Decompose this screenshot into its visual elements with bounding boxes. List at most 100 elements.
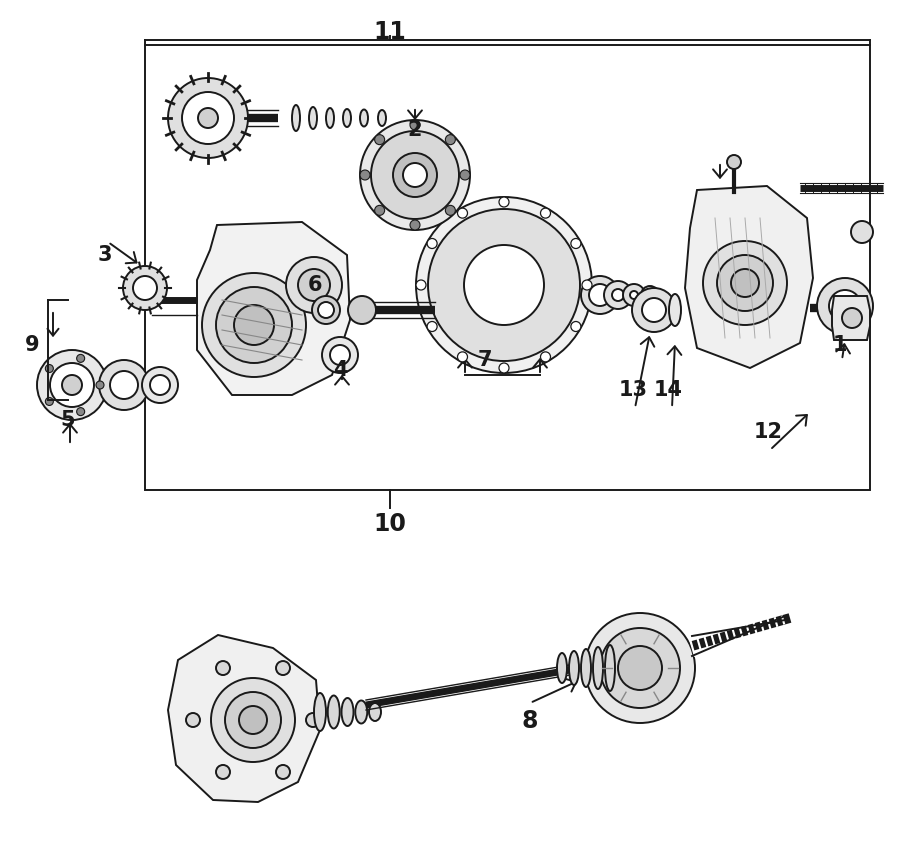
Circle shape	[276, 661, 290, 675]
Ellipse shape	[581, 649, 591, 687]
Circle shape	[110, 371, 138, 399]
Circle shape	[182, 92, 234, 144]
Circle shape	[632, 288, 676, 332]
Text: 14: 14	[653, 380, 682, 400]
Polygon shape	[685, 186, 813, 368]
Circle shape	[416, 197, 592, 373]
Circle shape	[202, 273, 306, 377]
Bar	[145, 45, 870, 490]
Circle shape	[829, 290, 861, 322]
Circle shape	[239, 706, 267, 734]
Circle shape	[457, 352, 467, 362]
Text: 13: 13	[618, 380, 647, 400]
Circle shape	[642, 298, 666, 322]
Circle shape	[460, 170, 470, 180]
Circle shape	[446, 135, 455, 144]
Circle shape	[581, 276, 619, 314]
Ellipse shape	[605, 645, 615, 691]
Circle shape	[298, 269, 330, 301]
Circle shape	[464, 245, 544, 325]
Circle shape	[96, 381, 104, 389]
Circle shape	[312, 296, 340, 324]
Circle shape	[330, 345, 350, 365]
Ellipse shape	[343, 109, 351, 127]
Circle shape	[600, 628, 680, 708]
Ellipse shape	[292, 105, 300, 131]
Circle shape	[306, 713, 320, 727]
Ellipse shape	[378, 110, 386, 126]
Circle shape	[216, 765, 230, 779]
Circle shape	[322, 337, 358, 373]
Text: 7: 7	[478, 350, 492, 370]
Circle shape	[618, 646, 662, 690]
Circle shape	[416, 280, 426, 290]
Circle shape	[410, 220, 420, 230]
Circle shape	[641, 286, 659, 304]
Ellipse shape	[341, 698, 354, 726]
Circle shape	[727, 155, 741, 169]
Ellipse shape	[356, 701, 367, 723]
Circle shape	[499, 363, 509, 373]
Circle shape	[842, 308, 862, 328]
Circle shape	[318, 302, 334, 318]
Circle shape	[286, 257, 342, 313]
Circle shape	[851, 221, 873, 243]
Circle shape	[50, 363, 94, 407]
Ellipse shape	[593, 647, 603, 689]
Text: 3: 3	[98, 245, 112, 265]
Circle shape	[133, 276, 157, 300]
Ellipse shape	[369, 703, 381, 721]
Circle shape	[630, 291, 638, 299]
Ellipse shape	[326, 108, 334, 128]
Circle shape	[45, 365, 53, 372]
Ellipse shape	[314, 693, 326, 731]
Circle shape	[276, 765, 290, 779]
Circle shape	[374, 135, 384, 144]
Circle shape	[186, 713, 200, 727]
Circle shape	[499, 197, 509, 207]
Circle shape	[198, 108, 218, 128]
Circle shape	[582, 280, 592, 290]
Polygon shape	[832, 296, 870, 340]
Circle shape	[37, 350, 107, 420]
Circle shape	[211, 678, 295, 762]
Circle shape	[646, 291, 654, 299]
Circle shape	[45, 397, 53, 405]
Polygon shape	[197, 222, 350, 395]
Circle shape	[541, 208, 551, 218]
Circle shape	[360, 120, 470, 230]
Circle shape	[234, 305, 274, 345]
Text: 1: 1	[832, 335, 847, 355]
Circle shape	[717, 255, 773, 311]
Text: 11: 11	[374, 20, 407, 44]
Ellipse shape	[669, 294, 681, 326]
Text: 9: 9	[24, 335, 40, 355]
Ellipse shape	[309, 107, 317, 129]
Circle shape	[403, 163, 427, 187]
Circle shape	[360, 170, 370, 180]
Circle shape	[731, 269, 759, 297]
Circle shape	[457, 208, 467, 218]
Circle shape	[623, 284, 645, 306]
Circle shape	[348, 296, 376, 324]
Circle shape	[703, 241, 787, 325]
Text: 5: 5	[60, 410, 76, 430]
Circle shape	[571, 322, 580, 331]
Circle shape	[99, 360, 149, 410]
Circle shape	[76, 408, 85, 415]
Circle shape	[428, 322, 437, 331]
Ellipse shape	[328, 696, 340, 728]
Circle shape	[76, 354, 85, 362]
Circle shape	[817, 278, 873, 334]
Circle shape	[585, 613, 695, 723]
Circle shape	[216, 661, 230, 675]
Text: 4: 4	[333, 360, 347, 380]
Circle shape	[371, 131, 459, 219]
Circle shape	[123, 266, 167, 310]
Circle shape	[446, 206, 455, 215]
Text: 6: 6	[308, 275, 322, 295]
Circle shape	[142, 367, 178, 403]
Circle shape	[410, 120, 420, 130]
Circle shape	[374, 206, 384, 215]
Circle shape	[428, 238, 437, 249]
